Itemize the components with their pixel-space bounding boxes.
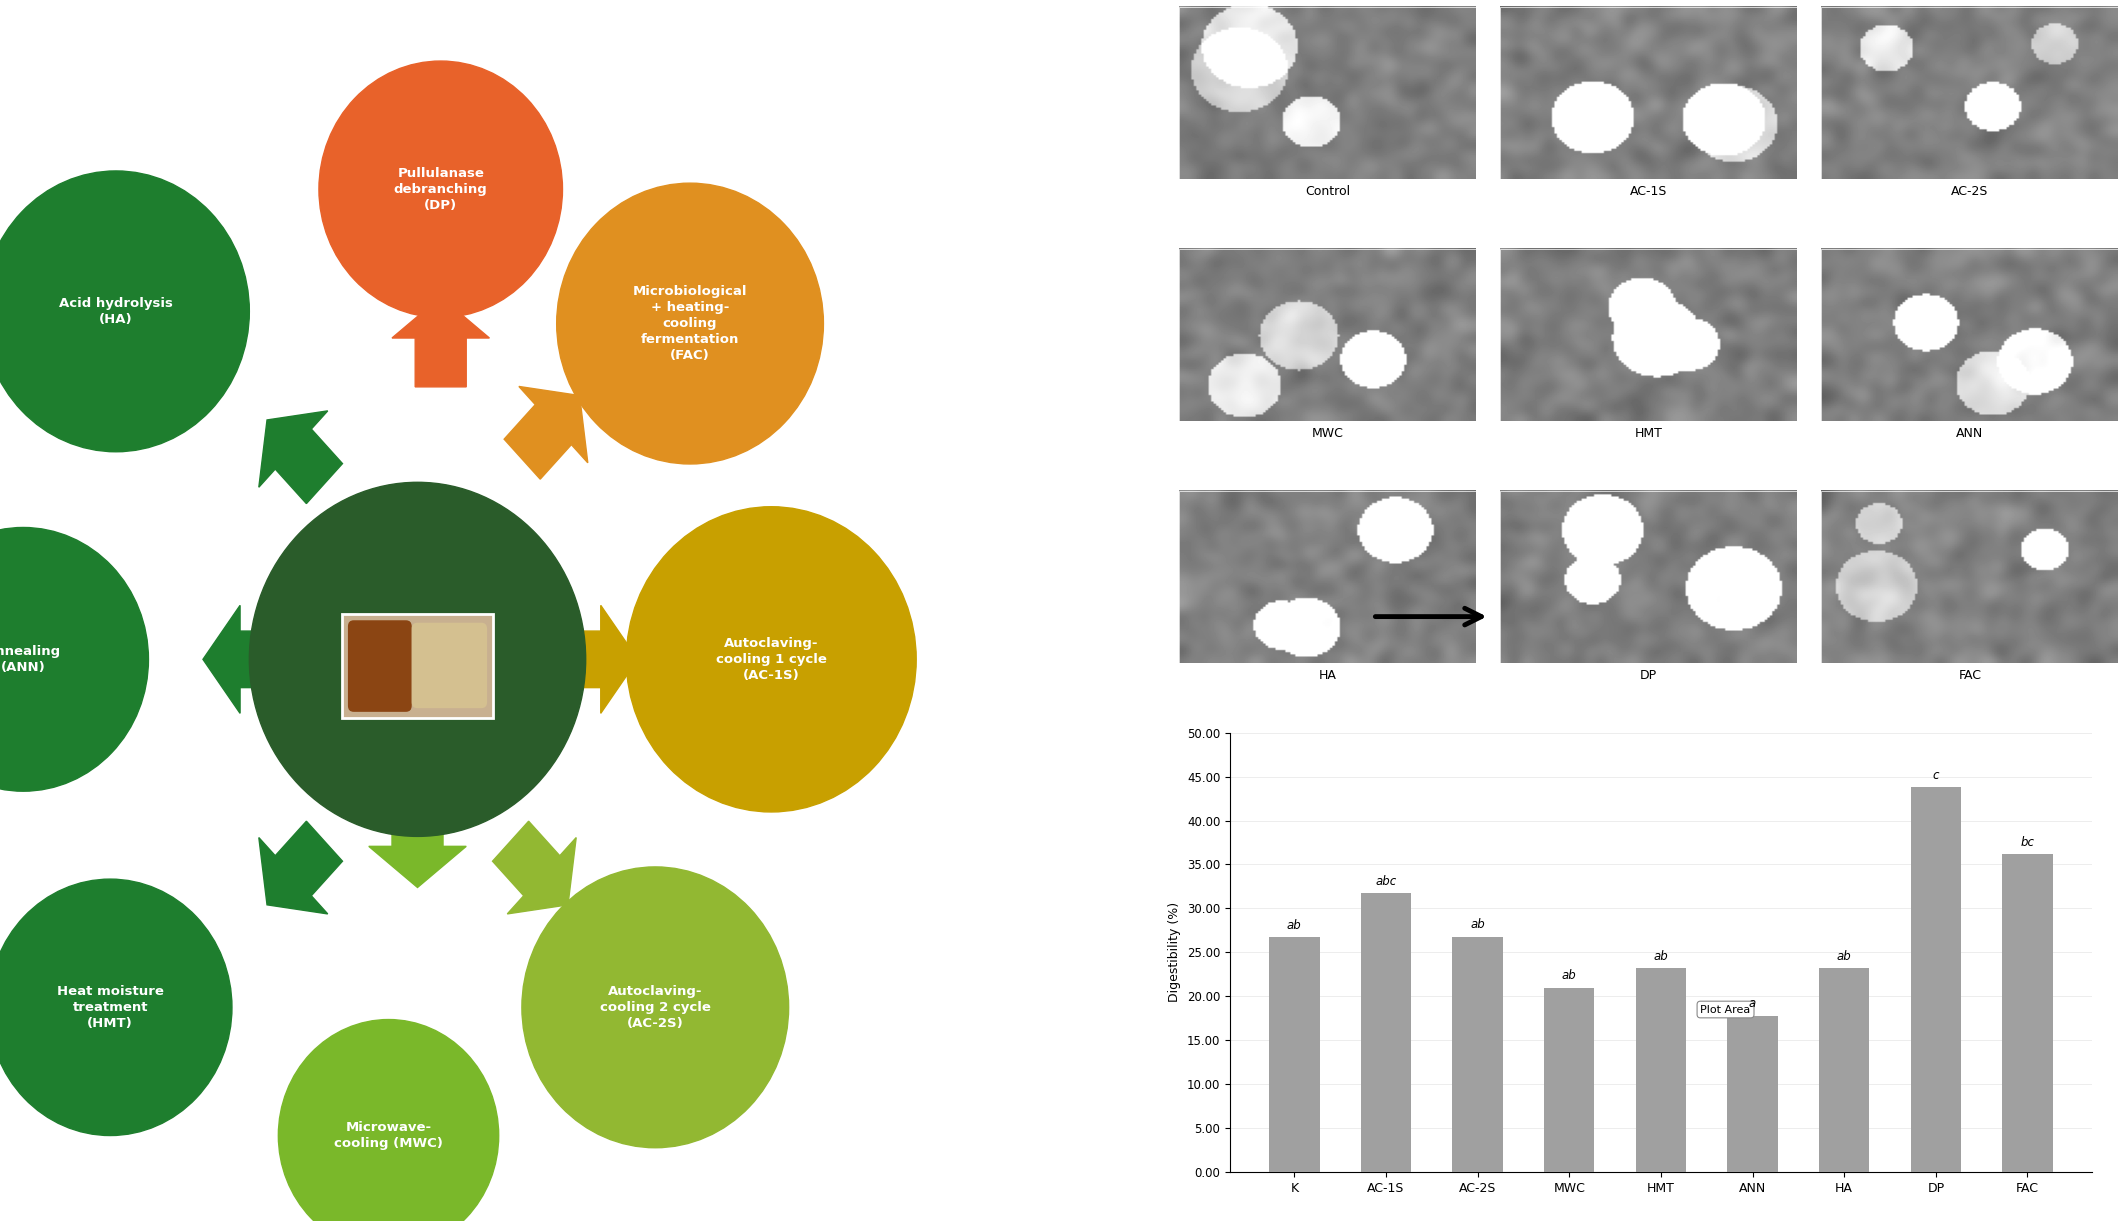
Text: Control: Control bbox=[1304, 186, 1349, 198]
Polygon shape bbox=[504, 386, 587, 479]
Bar bbox=[1819, 968, 1868, 1172]
Text: c: c bbox=[1932, 769, 1939, 781]
Text: Pullulanase
debranching
(DP): Pullulanase debranching (DP) bbox=[394, 167, 487, 211]
Text: AC-2S: AC-2S bbox=[1951, 186, 1988, 198]
Y-axis label: Digestibility (%): Digestibility (%) bbox=[1168, 902, 1181, 1002]
Polygon shape bbox=[260, 410, 343, 503]
Bar bbox=[1500, 491, 1798, 663]
Bar bbox=[1179, 249, 1477, 421]
Circle shape bbox=[249, 482, 585, 836]
Bar bbox=[1500, 249, 1798, 421]
Circle shape bbox=[319, 61, 562, 317]
Text: abc: abc bbox=[1375, 875, 1396, 888]
Bar bbox=[1545, 988, 1594, 1172]
Text: Plot Area: Plot Area bbox=[1700, 1005, 1751, 1015]
Bar bbox=[1500, 249, 1798, 421]
Polygon shape bbox=[392, 297, 489, 387]
Bar bbox=[1268, 938, 1319, 1172]
Bar bbox=[1728, 1016, 1777, 1172]
Circle shape bbox=[626, 507, 917, 812]
Text: ANN: ANN bbox=[1956, 427, 1983, 440]
Text: Annealing
(ANN): Annealing (ANN) bbox=[0, 645, 62, 674]
Bar bbox=[1911, 788, 1962, 1172]
Bar bbox=[1822, 249, 2117, 421]
Bar bbox=[1500, 7, 1798, 179]
Text: Autoclaving-
cooling 2 cycle
(AC-2S): Autoclaving- cooling 2 cycle (AC-2S) bbox=[600, 985, 711, 1029]
FancyBboxPatch shape bbox=[347, 620, 411, 712]
Text: ab: ab bbox=[1287, 919, 1302, 932]
Text: ab: ab bbox=[1836, 950, 1851, 963]
Bar bbox=[1179, 7, 1477, 179]
Bar bbox=[1822, 7, 2117, 179]
Bar bbox=[1500, 7, 1798, 179]
Circle shape bbox=[0, 171, 249, 452]
Polygon shape bbox=[368, 797, 466, 888]
Polygon shape bbox=[202, 606, 285, 713]
Text: Acid hydrolysis
(HA): Acid hydrolysis (HA) bbox=[60, 297, 172, 326]
Text: HMT: HMT bbox=[1634, 427, 1662, 440]
Bar bbox=[1500, 491, 1798, 663]
Text: ab: ab bbox=[1653, 950, 1668, 963]
Polygon shape bbox=[260, 822, 343, 915]
Text: a: a bbox=[1749, 998, 1756, 1011]
Text: FAC: FAC bbox=[1958, 669, 1981, 681]
Bar bbox=[1453, 937, 1502, 1172]
Text: Microbiological
+ heating-
cooling
fermentation
(FAC): Microbiological + heating- cooling ferme… bbox=[632, 284, 747, 363]
Circle shape bbox=[279, 1020, 498, 1221]
Text: Heat moisture
treatment
(HMT): Heat moisture treatment (HMT) bbox=[57, 985, 164, 1029]
Bar bbox=[2002, 853, 2054, 1172]
Bar bbox=[1822, 491, 2117, 663]
Circle shape bbox=[558, 183, 824, 464]
Polygon shape bbox=[558, 606, 638, 713]
Text: bc: bc bbox=[2019, 835, 2034, 849]
Bar bbox=[1179, 249, 1477, 421]
Text: ab: ab bbox=[1562, 969, 1577, 982]
Text: Autoclaving-
cooling 1 cycle
(AC-1S): Autoclaving- cooling 1 cycle (AC-1S) bbox=[715, 637, 826, 681]
FancyBboxPatch shape bbox=[411, 623, 487, 708]
FancyBboxPatch shape bbox=[343, 614, 494, 718]
Text: ab: ab bbox=[1470, 918, 1485, 932]
Bar bbox=[1360, 894, 1411, 1172]
Circle shape bbox=[0, 879, 232, 1136]
Bar bbox=[1822, 491, 2117, 663]
Text: HA: HA bbox=[1319, 669, 1336, 681]
Bar bbox=[1179, 491, 1477, 663]
Bar bbox=[1822, 249, 2117, 421]
Circle shape bbox=[521, 867, 789, 1148]
Circle shape bbox=[0, 527, 149, 791]
Bar bbox=[1179, 7, 1477, 179]
Bar bbox=[1636, 968, 1685, 1172]
Text: Microwave-
cooling (MWC): Microwave- cooling (MWC) bbox=[334, 1121, 443, 1150]
Text: DP: DP bbox=[1641, 669, 1658, 681]
Text: MWC: MWC bbox=[1311, 427, 1343, 440]
Polygon shape bbox=[492, 822, 577, 915]
Bar bbox=[1179, 491, 1477, 663]
Bar bbox=[1822, 7, 2117, 179]
Text: AC-1S: AC-1S bbox=[1630, 186, 1668, 198]
